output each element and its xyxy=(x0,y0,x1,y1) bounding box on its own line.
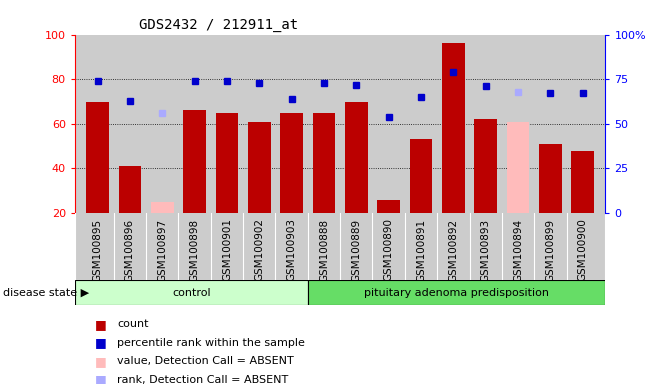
Text: GSM100896: GSM100896 xyxy=(125,218,135,281)
Text: percentile rank within the sample: percentile rank within the sample xyxy=(117,338,305,348)
Text: GSM100899: GSM100899 xyxy=(546,218,555,281)
Text: control: control xyxy=(172,288,211,298)
Text: GSM100888: GSM100888 xyxy=(319,218,329,281)
Text: GSM100902: GSM100902 xyxy=(255,218,264,281)
Bar xyxy=(118,166,141,213)
Text: rank, Detection Call = ABSENT: rank, Detection Call = ABSENT xyxy=(117,375,288,384)
Text: ■: ■ xyxy=(94,318,106,331)
Bar xyxy=(308,280,605,305)
Text: GSM100893: GSM100893 xyxy=(480,218,491,281)
Text: GSM100894: GSM100894 xyxy=(513,218,523,281)
Bar xyxy=(409,139,432,213)
Text: GSM100890: GSM100890 xyxy=(383,218,394,281)
Text: value, Detection Call = ABSENT: value, Detection Call = ABSENT xyxy=(117,356,294,366)
Text: GSM100889: GSM100889 xyxy=(352,218,361,281)
Bar xyxy=(475,119,497,213)
Text: GSM100895: GSM100895 xyxy=(92,218,102,281)
Bar xyxy=(442,43,465,213)
Text: pituitary adenoma predisposition: pituitary adenoma predisposition xyxy=(364,288,549,298)
Text: ■: ■ xyxy=(94,336,106,349)
Bar xyxy=(248,122,271,213)
Text: ■: ■ xyxy=(94,373,106,384)
Text: GSM100891: GSM100891 xyxy=(416,218,426,281)
Text: ■: ■ xyxy=(94,355,106,368)
Text: count: count xyxy=(117,319,148,329)
Bar xyxy=(75,280,308,305)
Bar xyxy=(572,151,594,213)
Bar xyxy=(151,202,174,213)
Bar xyxy=(86,101,109,213)
Bar xyxy=(215,113,238,213)
Text: GSM100898: GSM100898 xyxy=(189,218,200,281)
Text: GSM100900: GSM100900 xyxy=(578,218,588,281)
Bar xyxy=(281,113,303,213)
Bar xyxy=(183,111,206,213)
Text: GSM100892: GSM100892 xyxy=(449,218,458,281)
Text: GSM100903: GSM100903 xyxy=(286,218,297,281)
Text: GDS2432 / 212911_at: GDS2432 / 212911_at xyxy=(139,18,298,32)
Bar xyxy=(539,144,562,213)
Bar xyxy=(312,113,335,213)
Text: GSM100897: GSM100897 xyxy=(157,218,167,281)
Text: GSM100901: GSM100901 xyxy=(222,218,232,281)
Bar xyxy=(378,200,400,213)
Text: disease state ▶: disease state ▶ xyxy=(3,288,89,298)
Bar xyxy=(345,101,368,213)
Bar xyxy=(506,122,529,213)
